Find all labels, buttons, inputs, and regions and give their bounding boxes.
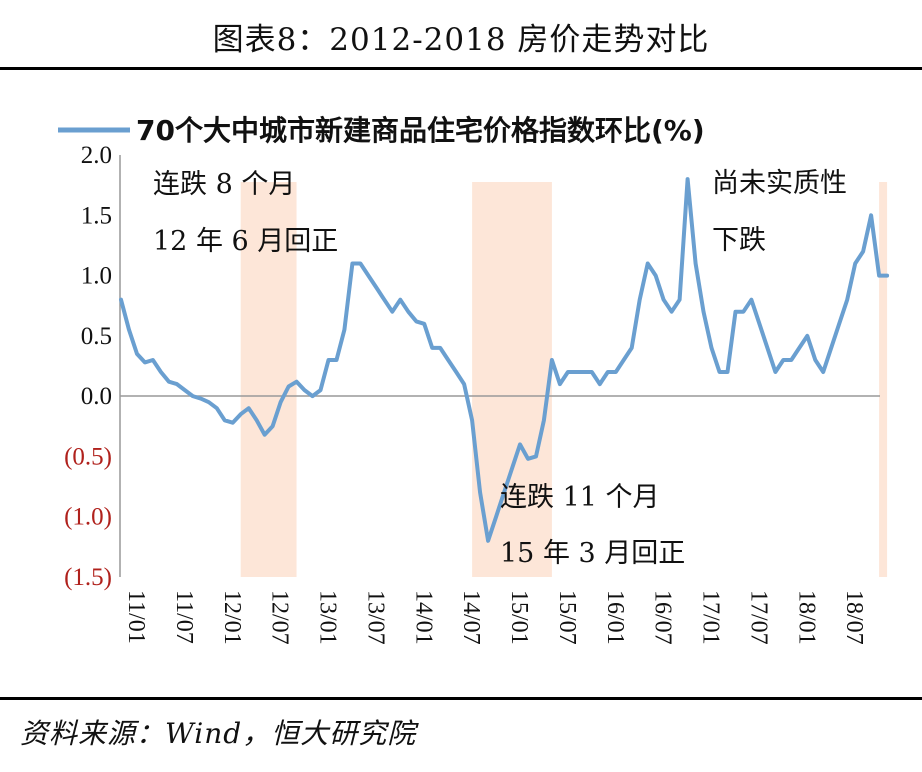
shaded-period-1 — [240, 182, 297, 577]
y-tick-label: 1.0 — [81, 263, 112, 290]
legend: 70个大中城市新建商品住宅价格指数环比(%) — [58, 114, 705, 147]
shaded-period-3 — [879, 182, 888, 577]
x-tick-label: 13/07 — [362, 590, 388, 645]
annotation-2-line-1: 连跌 11 个月 — [500, 482, 660, 513]
x-tick-label: 18/07 — [841, 590, 867, 645]
x-tick-label: 12/01 — [219, 590, 245, 645]
chart-title: 图表8：2012-2018 房价走势对比 — [212, 22, 710, 58]
y-tick-label: (1.5) — [64, 564, 112, 591]
x-tick-label: 15/01 — [506, 590, 532, 645]
y-tick-label: (0.5) — [64, 443, 112, 470]
x-tick-label: 11/01 — [123, 590, 149, 644]
annotation-3-line-1: 尚未实质性 — [712, 168, 847, 199]
title-divider — [0, 67, 922, 70]
footer-divider — [0, 697, 922, 700]
annotation-1-line-2: 12 年 6 月回正 — [153, 226, 338, 257]
series-line — [119, 177, 890, 543]
shaded-period-2 — [472, 182, 552, 577]
annotation-1-line-1: 连跌 8 个月 — [153, 169, 295, 200]
line-chart: 2.01.51.00.50.0(0.5)(1.0)(1.5) 11/01 11/0… — [58, 114, 890, 645]
x-tick-label: 14/01 — [410, 590, 436, 645]
y-tick-label: 0.5 — [81, 323, 112, 350]
y-tick-labels: 2.0 1.5 1.0 0.5 0.0 (0.5) (1.0) (1.5) — [64, 142, 112, 591]
x-tick-label: 16/07 — [650, 590, 676, 645]
x-tick-label: 17/01 — [698, 590, 724, 645]
source-note: 资料来源：Wind，恒大研究院 — [20, 717, 417, 750]
y-tick-label: 2.0 — [81, 142, 112, 169]
annotation-2-line-2: 15 年 3 月回正 — [500, 538, 685, 569]
x-tick-labels: 11/01 11/07 12/01 12/07 13/01 13/07 14/01 14/07… — [123, 590, 867, 645]
x-tick-label: 11/07 — [171, 590, 197, 644]
x-tick-label: 17/07 — [745, 590, 771, 645]
shaded-periods — [240, 182, 888, 577]
x-tick-label: 12/07 — [267, 590, 293, 645]
x-tick-label: 15/07 — [554, 590, 580, 645]
annotation-3-line-2: 下跌 — [712, 225, 766, 256]
x-tick-label: 16/01 — [602, 590, 628, 645]
y-tick-label: 0.0 — [81, 383, 112, 410]
legend-label: 70个大中城市新建商品住宅价格指数环比(%) — [136, 114, 705, 147]
x-tick-label: 13/01 — [315, 590, 341, 645]
x-tick-label: 14/07 — [458, 590, 484, 645]
y-tick-label: 1.5 — [81, 202, 112, 229]
x-tick-label: 18/01 — [793, 590, 819, 645]
y-tick-label: (1.0) — [64, 504, 112, 531]
